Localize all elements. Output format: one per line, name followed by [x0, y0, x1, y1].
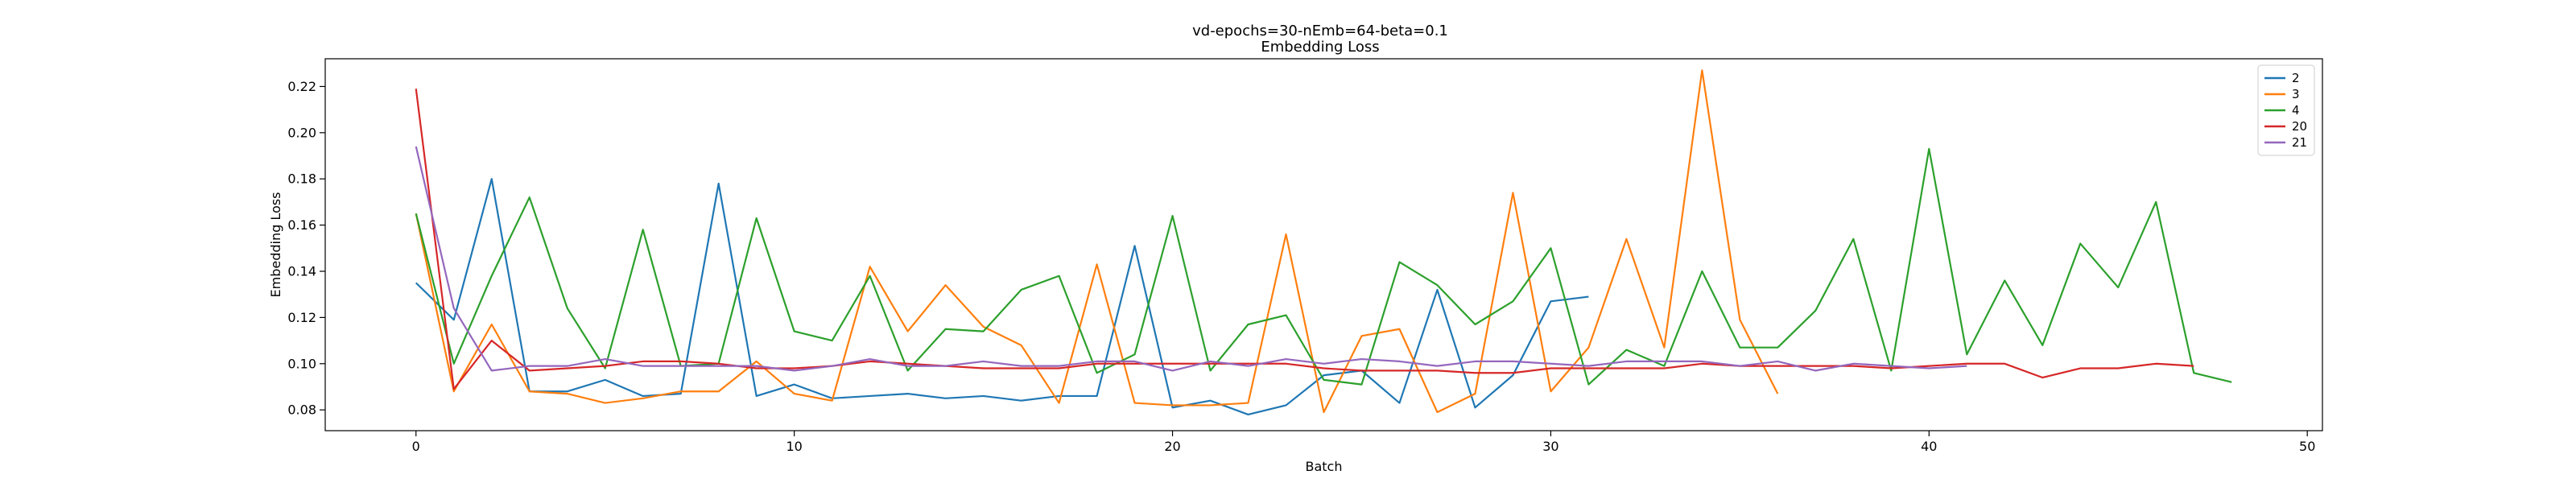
x-tick-label: 20	[1164, 439, 1180, 454]
legend-label-21: 21	[2292, 135, 2307, 150]
series-line-21	[415, 146, 1967, 372]
chart-title: vd-epochs=30-nEmb=64-beta=0.1	[1192, 23, 1448, 39]
y-axis: 0.08 0.10 0.12 0.14 0.16 0.18 0.20 0.22	[287, 79, 325, 418]
x-axis: 0 10 20 30 40 50	[412, 431, 2315, 454]
series-line-20	[415, 89, 2194, 390]
legend-label-3: 3	[2292, 87, 2300, 101]
series-layer	[415, 69, 2232, 416]
chart-title-group: vd-epochs=30-nEmb=64-beta=0.1 Embedding …	[1192, 23, 1448, 56]
x-axis-label: Batch	[1306, 459, 1343, 474]
x-tick-label: 0	[412, 439, 420, 454]
x-tick-label: 10	[786, 439, 802, 454]
legend-label-20: 20	[2292, 119, 2307, 134]
y-tick-label: 0.22	[287, 79, 316, 94]
y-tick-label: 0.10	[287, 356, 316, 371]
legend-label-2: 2	[2292, 71, 2300, 85]
x-tick-label: 30	[1542, 439, 1558, 454]
legend-label-4: 4	[2292, 103, 2300, 118]
y-axis-label: Embedding Loss	[268, 192, 283, 298]
y-tick-label: 0.20	[287, 125, 316, 140]
series-line-3	[415, 69, 1779, 414]
y-tick-label: 0.16	[287, 217, 316, 233]
chart-subtitle: Embedding Loss	[1261, 39, 1379, 56]
y-tick-label: 0.18	[287, 171, 316, 187]
plot-area-frame	[324, 58, 2323, 431]
x-tick-label: 50	[2299, 439, 2315, 454]
y-tick-label: 0.14	[287, 264, 316, 279]
series-line-2	[415, 178, 1589, 416]
x-tick-label: 40	[1921, 439, 1937, 454]
y-tick-label: 0.12	[287, 310, 316, 325]
y-tick-label: 0.08	[287, 402, 316, 418]
legend-box	[2257, 64, 2315, 156]
